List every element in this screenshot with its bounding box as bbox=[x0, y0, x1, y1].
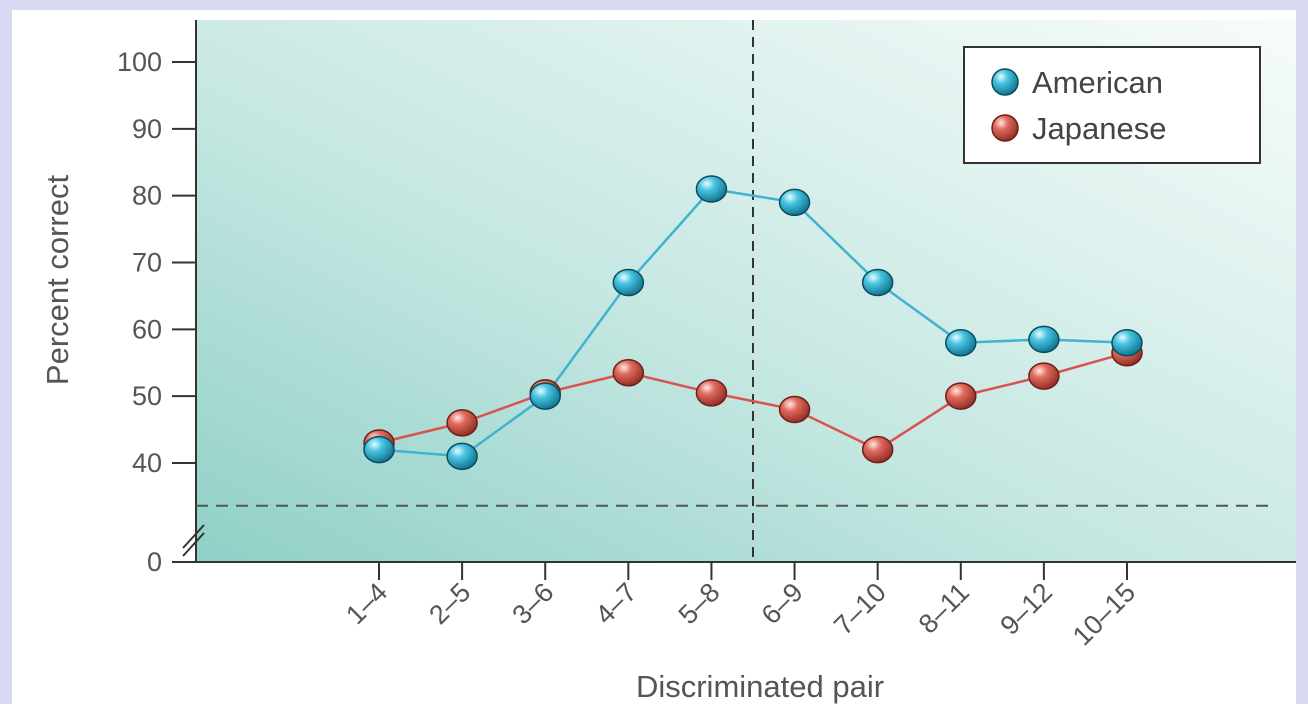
x-tick-label: 5–8 bbox=[673, 577, 726, 630]
x-tick-label: 6–9 bbox=[756, 577, 809, 630]
page-border-right bbox=[1296, 0, 1308, 704]
data-point-american bbox=[1028, 325, 1060, 354]
x-tick-label: 2–5 bbox=[423, 577, 476, 630]
y-axis-title: Percent correct bbox=[40, 175, 75, 386]
data-point-japanese bbox=[446, 409, 478, 437]
data-point-japanese bbox=[1028, 362, 1060, 390]
y-tick-label: 70 bbox=[132, 248, 162, 278]
series-lines bbox=[378, 187, 1128, 458]
page-border-top bbox=[0, 0, 1308, 10]
x-tick-label: 4–7 bbox=[589, 577, 642, 630]
data-point-american bbox=[363, 435, 395, 464]
y-axis-break-icon bbox=[182, 524, 205, 557]
legend-label-japanese: Japanese bbox=[1032, 111, 1166, 146]
y-tick-label: 0 bbox=[147, 547, 162, 577]
data-point-japanese bbox=[695, 379, 728, 407]
legend-box bbox=[963, 46, 1261, 164]
data-point-japanese bbox=[612, 359, 645, 387]
data-point-american bbox=[861, 268, 894, 297]
data-point-american bbox=[446, 442, 478, 471]
y-ticks: 100 90 80 70 60 50 40 0 bbox=[117, 47, 196, 577]
x-ticks: 1–4 2–5 3–6 4–7 5–8 6–9 7–10 8–11 9–12 10–15 bbox=[340, 562, 1141, 651]
x-tick-label: 10–15 bbox=[1067, 577, 1141, 651]
y-tick-label: 100 bbox=[117, 47, 162, 77]
x-tick-label: 1–4 bbox=[340, 577, 393, 630]
series-line-japanese bbox=[378, 351, 1128, 452]
x-tick-label: 8–11 bbox=[913, 577, 975, 639]
y-tick-label: 60 bbox=[132, 314, 162, 344]
legend-marker-japanese bbox=[991, 114, 1019, 142]
x-axis-title: Discriminated pair bbox=[636, 669, 884, 704]
y-tick-label: 50 bbox=[132, 381, 162, 411]
legend-label-american: American bbox=[1032, 65, 1163, 100]
data-point-american bbox=[778, 188, 811, 217]
x-tick-label: 9–12 bbox=[994, 577, 1058, 641]
x-tick-label: 3–6 bbox=[506, 577, 559, 630]
legend-marker-american bbox=[991, 68, 1019, 96]
y-tick-label: 80 bbox=[132, 181, 162, 211]
data-point-american bbox=[612, 268, 645, 297]
page-border-left bbox=[0, 0, 12, 704]
data-point-american bbox=[695, 175, 728, 203]
series-line-american bbox=[378, 187, 1128, 458]
x-tick-label: 7–10 bbox=[828, 577, 892, 641]
data-point-japanese bbox=[778, 395, 811, 424]
data-point-japanese bbox=[861, 435, 894, 464]
data-point-american bbox=[945, 328, 977, 357]
y-tick-label: 90 bbox=[132, 114, 162, 144]
data-point-japanese bbox=[945, 382, 977, 410]
series-points bbox=[363, 175, 1143, 471]
data-point-american bbox=[1111, 328, 1143, 357]
data-point-american bbox=[529, 382, 561, 410]
legend: American Japanese bbox=[963, 46, 1261, 164]
y-tick-label: 40 bbox=[132, 448, 162, 478]
